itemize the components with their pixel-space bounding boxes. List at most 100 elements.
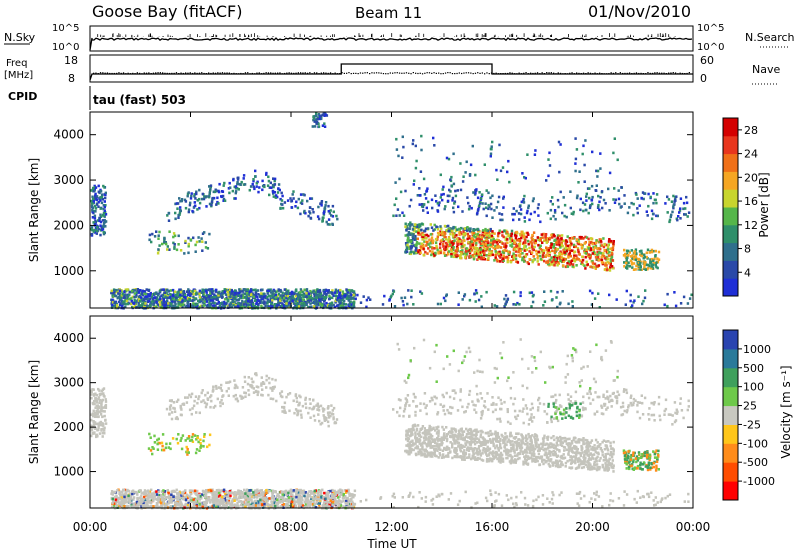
echo-cell [277,183,281,186]
echo-cell [459,256,462,260]
echo-cell [227,293,230,297]
freq-point [647,72,649,74]
echo-cell [486,246,489,249]
echo-cell [432,229,435,232]
echo-cell [292,292,296,296]
echo-cell [95,195,99,198]
echo-cell [468,298,472,302]
echo-cell [452,246,455,249]
echo-cell [439,249,442,252]
echo-cell [571,249,574,252]
echo-cell [520,234,524,237]
echo-cell [201,288,204,292]
echo-cell [138,300,142,303]
echo-cell [223,199,227,202]
echo-cell [459,240,462,243]
echo-cell [460,226,463,230]
echo-cell [670,200,674,203]
echo-cell [150,488,153,492]
freq-point [164,72,166,74]
freq-unit: [MHz] [4,70,33,81]
freq-point [661,72,663,74]
echo-cell [523,244,526,248]
echo-cell [220,195,223,198]
echo-cell [543,259,546,263]
echo-cell [445,243,449,246]
echo-cell [589,247,593,250]
echo-cell [276,195,279,199]
echo-cell [172,235,175,239]
nsky-line [89,37,693,51]
freq-point [631,73,633,75]
echo-cell [266,299,269,303]
echo-cell [447,157,451,161]
echo-cell [198,292,201,296]
echo-cell [590,184,594,188]
echo-cell [99,207,102,210]
echo-cell [183,198,187,202]
echo-cell [149,305,152,309]
echo-cell [271,290,275,293]
echo-cell [594,244,598,248]
echo-cell [322,296,326,299]
freq-point [214,72,217,74]
echo-cell [296,293,299,296]
echo-cell [144,297,148,301]
echo-cell [422,209,425,212]
echo-cell [208,302,211,305]
echo-cell [399,190,403,194]
echo-cell [514,257,518,261]
echo-cell [224,297,227,301]
echo-cell [158,244,161,247]
echo-cell [246,303,250,307]
echo-cell [445,293,448,296]
echo-cell [512,207,515,210]
echo-cell [321,124,325,127]
echo-cell [465,229,469,232]
echo-cell [171,296,175,299]
echo-cell [551,196,554,199]
echo-cell [187,293,190,296]
echo-cell [482,246,485,249]
freq-point [247,72,249,74]
freq-point [244,72,247,74]
echo-cell [607,254,611,257]
echo-cell [329,291,332,294]
echo-cell [596,253,599,257]
echo-cell [599,251,603,255]
freq-point [251,72,253,75]
echo-cell [643,253,646,257]
echo-cell [584,267,587,270]
echo-cell [323,122,326,125]
freq-point [516,73,518,75]
echo-cell [560,243,564,247]
echo-cell [607,243,610,247]
echo-cell [186,194,189,198]
echo-cell [575,257,579,261]
nsky-label: N.Sky [4,31,36,44]
echo-cell [92,189,95,193]
echo-cell [314,304,317,308]
echo-cell [172,297,175,301]
nsky-strip-frame [89,25,694,52]
echo-cell [95,198,99,201]
echo-cell [235,298,238,302]
echo-cell [172,294,175,297]
echo-cell [678,211,681,214]
echo-cell [485,240,488,243]
freq-point [125,73,127,75]
echo-cell [571,265,574,268]
echo-cell [418,187,421,190]
echo-cell [473,255,476,258]
echo-cell [562,260,565,263]
echo-cell [610,265,614,268]
echo-cell [175,296,178,300]
echo-cell [636,263,639,266]
echo-cell [217,495,220,498]
echo-cell [146,297,150,301]
echo-cell [341,301,344,305]
echo-cell [479,250,483,253]
echo-cell [277,301,280,304]
echo-cell [246,305,250,308]
echo-cell [445,156,449,160]
